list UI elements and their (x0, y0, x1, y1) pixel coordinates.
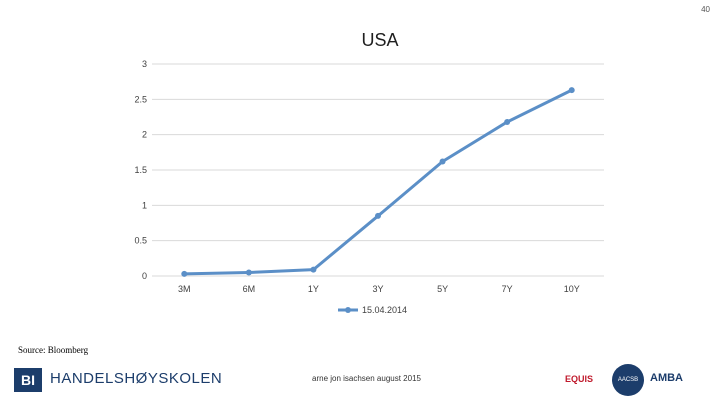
x-tick-label: 3M (178, 284, 191, 294)
chart-title: USA (361, 30, 399, 50)
legend-swatch-marker (345, 307, 351, 313)
bi-logo: BI (14, 368, 42, 392)
data-point (439, 158, 446, 165)
data-point (504, 118, 511, 125)
x-tick-label: 7Y (502, 284, 513, 294)
data-point (310, 266, 317, 273)
x-tick-label: 1Y (308, 284, 319, 294)
page-number: 40 (701, 5, 710, 14)
series-line (184, 88, 573, 276)
x-tick-label: 5Y (437, 284, 448, 294)
legend-label: 15.04.2014 (362, 305, 407, 315)
y-tick-label: 0 (142, 271, 147, 281)
line-chart: 3 2.5 2 1.5 1 0.5 0 3M 6M 1Y 3Y 5Y 7Y 10Y 15.04.2014 (134, 59, 604, 315)
y-tick-label: 2 (142, 130, 147, 140)
school-name: HANDELSHØYSKOLEN (50, 370, 223, 387)
amba-logo: AMBA (650, 372, 683, 384)
footer: BI HANDELSHØYSKOLEN arne jon isachsen au… (0, 360, 720, 405)
aacsb-logo: AACSB (612, 364, 644, 396)
source-note: Source: Bloomberg (18, 345, 89, 355)
y-tick-label: 1.5 (134, 165, 147, 175)
equis-label: EQUIS (565, 374, 594, 384)
equis-logo: EQUIS (565, 364, 605, 398)
data-point (375, 212, 381, 219)
x-tick-label: 6M (243, 284, 256, 294)
y-tick-label: 0.5 (134, 236, 147, 246)
data-point (245, 269, 252, 276)
data-point (181, 270, 188, 277)
x-tick-label: 10Y (564, 284, 580, 294)
footer-credit: arne jon isachsen august 2015 (312, 374, 421, 383)
x-tick-label: 3Y (372, 284, 383, 294)
data-point (568, 87, 575, 94)
y-tick-label: 3 (142, 59, 147, 69)
y-tick-label: 2.5 (134, 94, 147, 104)
y-tick-label: 1 (142, 200, 147, 210)
